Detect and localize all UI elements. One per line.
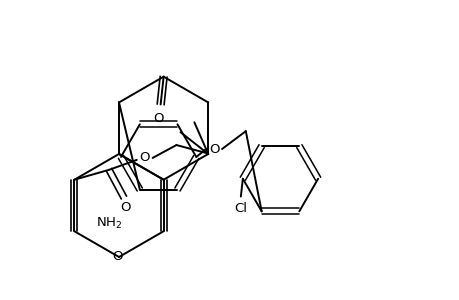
Text: O: O [208,142,219,155]
Text: O: O [139,152,150,164]
Text: NH$_2$: NH$_2$ [96,216,122,231]
Text: Cl: Cl [234,202,247,215]
Text: O: O [112,250,122,263]
Text: O: O [120,201,131,214]
Text: O: O [153,112,163,125]
